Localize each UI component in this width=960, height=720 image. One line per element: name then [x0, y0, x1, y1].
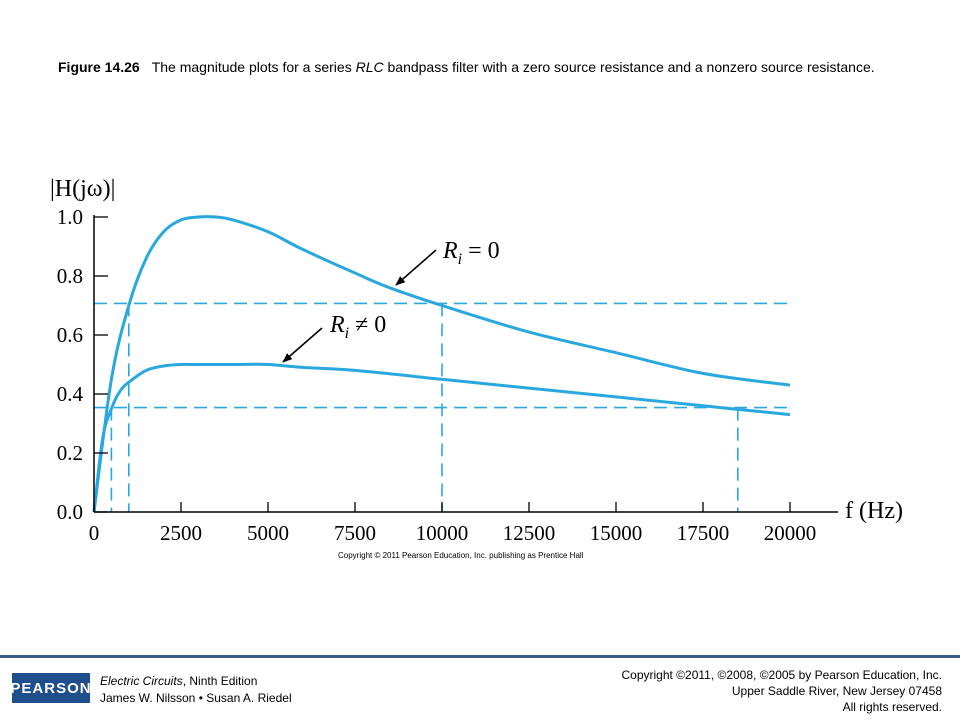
book-title: Electric Circuits: [100, 674, 183, 688]
annotation-op-0: = 0: [468, 238, 500, 264]
annotation-arrow-1: [282, 327, 323, 363]
caption-text-post: bandpass filter with a zero source resis…: [383, 59, 875, 75]
annotation-var-0: R: [442, 238, 458, 264]
y-tick-label-0: 0.0: [57, 500, 83, 524]
caption-text-italic: RLC: [355, 59, 384, 75]
annotation-sub-1: i: [345, 325, 349, 342]
tick-marks: [93, 216, 791, 513]
book-info: Electric Circuits, Ninth Edition James W…: [100, 673, 292, 707]
x-tick-label-1: 2500: [160, 521, 202, 545]
book-edition: , Ninth Edition: [182, 674, 258, 688]
y-tick-label-5: 1.0: [57, 205, 83, 229]
y-tick-label-3: 0.6: [57, 323, 83, 347]
annotation-arrow-0: [395, 249, 437, 286]
annotation-op-1: ≠ 0: [355, 312, 386, 338]
series-line-0: [92, 215, 791, 513]
annotation-sub-0: i: [458, 251, 462, 268]
x-tick-label-7: 17500: [677, 521, 730, 545]
y-axis-title: |H(jω)|: [50, 176, 115, 202]
annotation-label-0: Ri = 0: [442, 238, 500, 268]
reference-lines: [94, 302, 790, 512]
tick-labels: 0 2500 5000 7500 10000 12500 15000 17500 20000 0.…: [57, 205, 817, 545]
annotation-label-1: Ri ≠ 0: [329, 312, 386, 342]
y-tick-label-1: 0.2: [57, 441, 83, 465]
x-tick-label-0: 0: [89, 521, 100, 545]
rights-line-1: Copyright ©2011, ©2008, ©2005 by Pearson…: [621, 668, 942, 682]
curves: [92, 215, 791, 513]
axes: [93, 215, 838, 513]
rights-line-3: All rights reserved.: [842, 700, 942, 714]
x-tick-label-6: 15000: [590, 521, 643, 545]
series-line-1: [92, 362, 791, 513]
magnitude-chart: 0 2500 5000 7500 10000 12500 15000 17500 20000 0.…: [50, 176, 903, 560]
y-tick-label-4: 0.8: [57, 264, 83, 288]
x-tick-label-2: 5000: [247, 521, 289, 545]
annotation-var-1: R: [329, 312, 345, 338]
chart-copyright: Copyright © 2011 Pearson Education, Inc.…: [338, 551, 584, 560]
x-axis-title: f (Hz): [845, 498, 903, 524]
footer-divider: [0, 655, 960, 658]
figure-number: Figure 14.26: [58, 59, 140, 75]
figure-caption: Figure 14.26 The magnitude plots for a se…: [58, 58, 888, 77]
x-tick-label-4: 10000: [416, 521, 469, 545]
x-tick-label-8: 20000: [764, 521, 817, 545]
y-tick-label-2: 0.4: [57, 382, 84, 406]
book-authors: James W. Nilsson • Susan A. Riedel: [100, 691, 292, 705]
x-tick-label-3: 7500: [334, 521, 376, 545]
copyright-notice: Copyright ©2011, ©2008, ©2005 by Pearson…: [621, 667, 942, 715]
annotations: Ri = 0 Ri ≠ 0: [282, 238, 500, 363]
rights-line-2: Upper Saddle River, New Jersey 07458: [731, 684, 942, 698]
caption-text-pre: The magnitude plots for a series: [151, 59, 356, 75]
x-tick-label-5: 12500: [503, 521, 556, 545]
pearson-logo: PEARSON: [10, 673, 91, 703]
